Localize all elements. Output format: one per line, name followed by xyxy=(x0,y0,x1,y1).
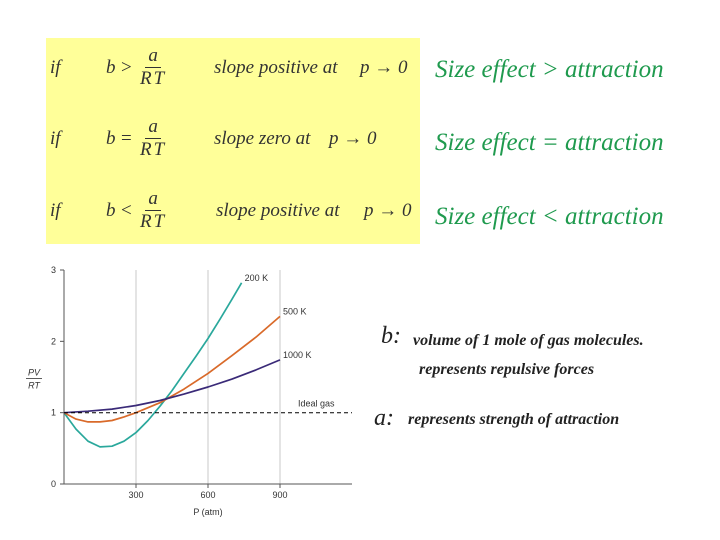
relation-sign: > xyxy=(121,57,132,78)
b-symbol: b xyxy=(106,200,116,221)
a-definition-symbol: a: xyxy=(374,405,394,431)
relation-sign: = xyxy=(121,128,132,149)
series-line-1000-k xyxy=(64,359,281,414)
y-tick-label: 2 xyxy=(51,336,56,346)
slope-statement: slope zero at xyxy=(214,128,311,149)
x-axis-label: P (atm) xyxy=(193,507,222,517)
slope-statement: slope positive at xyxy=(216,200,340,221)
series-label: 1000 K xyxy=(283,350,312,360)
x-tick-label: 300 xyxy=(128,490,143,500)
fraction-numerator: a xyxy=(145,116,161,139)
if-label: if xyxy=(50,57,61,78)
size-effect-text: Size effect > attraction xyxy=(435,56,664,83)
if-label: if xyxy=(50,128,61,149)
y-tick-label: 0 xyxy=(51,479,56,489)
a-over-rt-fraction: a RT xyxy=(140,116,166,161)
b-definition-symbol: b: xyxy=(381,323,401,349)
b-symbol: b xyxy=(106,57,116,78)
limit-expression: p → 0 xyxy=(329,128,377,149)
series-label: 500 K xyxy=(283,306,307,316)
fraction-denominator: RT xyxy=(140,139,167,160)
if-label: if xyxy=(50,200,61,221)
a-over-rt-fraction: a RT xyxy=(140,45,166,90)
y-tick-label: 1 xyxy=(51,408,56,418)
y-tick-label: 3 xyxy=(51,265,56,275)
b-symbol: b xyxy=(106,128,116,149)
y-axis-label-numerator: PV xyxy=(28,367,41,377)
x-tick-label: 900 xyxy=(272,490,287,500)
a-definition-line1: represents strength of attraction xyxy=(408,411,620,428)
size-effect-text: Size effect = attraction xyxy=(435,129,664,156)
x-tick-label: 600 xyxy=(200,490,215,500)
fraction-numerator: a xyxy=(145,188,161,211)
b-definition-line1: volume of 1 mole of gas molecules. xyxy=(413,332,644,349)
size-effect-text: Size effect < attraction xyxy=(435,203,664,230)
conditions-highlight-box xyxy=(46,38,420,244)
series-line-200-k xyxy=(64,282,243,448)
slope-statement: slope positive at xyxy=(214,57,338,78)
fraction-denominator: RT xyxy=(140,68,167,89)
fraction-denominator: RT xyxy=(140,211,167,232)
limit-expression: p → 0 xyxy=(360,57,408,78)
fraction-numerator: a xyxy=(145,45,161,68)
series-line-500-k xyxy=(64,315,281,423)
relation-sign: < xyxy=(121,200,132,221)
series-label: Ideal gas xyxy=(298,399,335,409)
a-over-rt-fraction: a RT xyxy=(140,188,166,233)
limit-expression: p → 0 xyxy=(364,200,412,221)
b-definition-line2: represents repulsive forces xyxy=(419,361,595,378)
series-label: 200 K xyxy=(245,273,269,283)
y-axis-label-denominator: RT xyxy=(28,381,41,391)
